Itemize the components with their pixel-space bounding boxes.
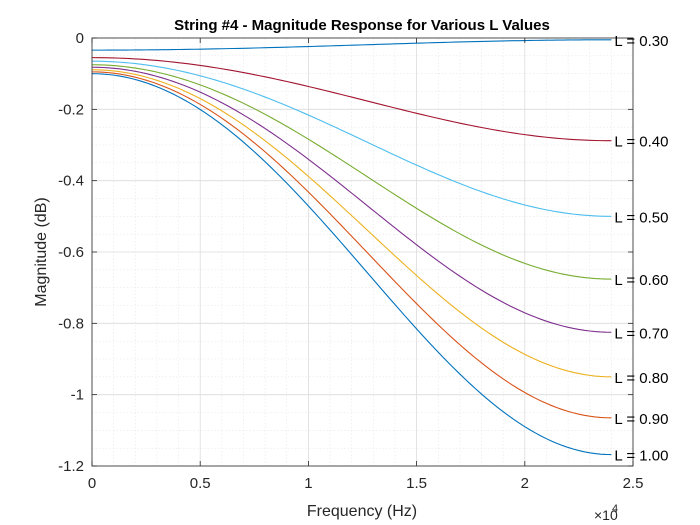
tick-marks [91, 37, 634, 467]
x-exponent-label: ×10 4 [594, 503, 618, 523]
series-line-3 [91, 60, 612, 217]
series-labels: L = 0.30 L = 0.40 L = 0.50 L = 0.60 L = 0.70… [614, 33, 668, 465]
y-tick-label: -0.2 [58, 101, 84, 118]
series-label-1: L = 0.30 [614, 33, 668, 50]
x-tick-label: 1 [304, 475, 312, 492]
x-exponent-base: ×10 [594, 507, 618, 523]
series-line-7 [91, 71, 612, 419]
x-tick-label: 2 [521, 475, 529, 492]
y-axis-label: Magnitude (dB) [33, 197, 50, 306]
x-tick-label: 1.5 [406, 475, 427, 492]
x-axis-label: Frequency (Hz) [307, 503, 417, 520]
y-tick-label: -0.6 [58, 244, 84, 261]
y-tick-label: -1 [71, 387, 84, 404]
x-tick-label: 0.5 [190, 475, 211, 492]
y-tick-label: -1.2 [58, 458, 84, 475]
series-label-4: L = 0.60 [614, 272, 668, 289]
chart-title: String #4 - Magnitude Response for Vario… [174, 17, 550, 34]
series-label-2: L = 0.40 [614, 134, 668, 151]
series-label-7: L = 0.90 [614, 411, 668, 428]
y-tick-label: -0.4 [58, 173, 84, 190]
x-tick-label: 0 [88, 475, 96, 492]
y-tick-labels: -1.2 -1 -0.8 -0.6 -0.4 -0.2 0 [58, 30, 84, 475]
series-line-6 [91, 69, 612, 378]
y-tick-label: -0.8 [58, 315, 84, 332]
y-tick-label: 0 [76, 30, 84, 47]
x-exponent-power: 4 [612, 503, 618, 515]
series-label-3: L = 0.50 [614, 209, 668, 226]
series-label-5: L = 0.70 [614, 325, 668, 342]
series-line-5 [91, 66, 612, 333]
series-line-2 [91, 57, 612, 142]
series-label-6: L = 0.80 [614, 370, 668, 387]
x-tick-label: 2.5 [623, 475, 644, 492]
series-label-8: L = 1.00 [614, 448, 668, 465]
series-line-8 [91, 73, 612, 456]
x-tick-labels: 0 0.5 1 1.5 2 2.5 [88, 475, 644, 492]
series-line-4 [91, 64, 612, 280]
